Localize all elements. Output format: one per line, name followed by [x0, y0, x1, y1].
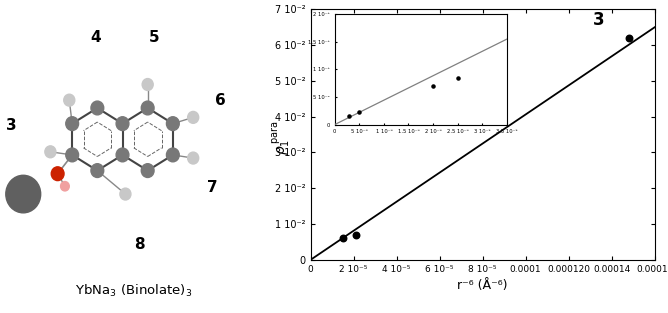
Text: 3: 3: [6, 118, 17, 133]
Circle shape: [63, 94, 75, 106]
Circle shape: [142, 79, 153, 90]
Circle shape: [120, 188, 131, 200]
Point: [623, 35, 634, 40]
Circle shape: [166, 117, 179, 131]
Circle shape: [141, 101, 154, 115]
Circle shape: [188, 152, 198, 164]
Point: [351, 233, 361, 238]
Circle shape: [91, 101, 104, 115]
Text: 5: 5: [149, 30, 160, 45]
Circle shape: [65, 148, 79, 162]
Point: [337, 236, 348, 241]
Text: 4: 4: [91, 30, 102, 45]
X-axis label: r⁻⁶ (Å⁻⁶): r⁻⁶ (Å⁻⁶): [458, 279, 508, 292]
Circle shape: [116, 148, 129, 162]
Circle shape: [166, 148, 179, 162]
Circle shape: [65, 117, 79, 131]
Text: $\rho_1^{\,\mathrm{para}}$: $\rho_1^{\,\mathrm{para}}$: [271, 121, 293, 155]
Text: 7: 7: [207, 180, 218, 195]
Text: YbNa$_3$ (Binolate)$_3$: YbNa$_3$ (Binolate)$_3$: [75, 283, 192, 299]
Circle shape: [6, 175, 41, 213]
Text: 6: 6: [216, 93, 226, 108]
Circle shape: [45, 146, 56, 158]
Circle shape: [188, 111, 198, 123]
Circle shape: [141, 164, 154, 177]
Circle shape: [116, 117, 129, 131]
Circle shape: [91, 164, 104, 177]
Circle shape: [61, 182, 69, 191]
Circle shape: [51, 167, 64, 181]
Text: 3: 3: [593, 11, 605, 29]
Text: 8: 8: [134, 237, 145, 252]
